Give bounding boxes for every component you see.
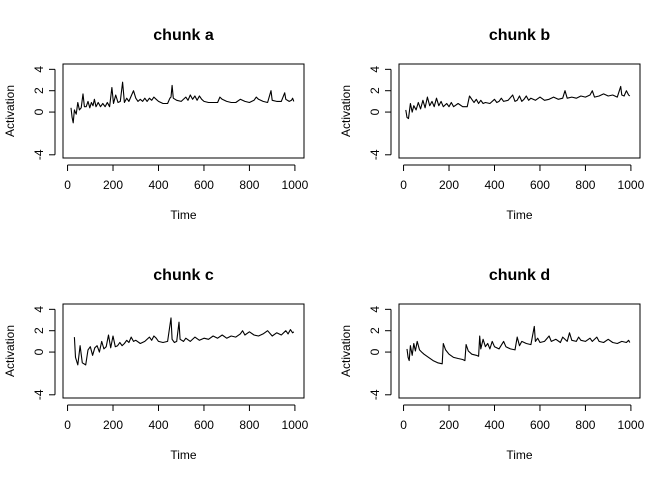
y-axis: -4 0 2 4 <box>32 306 56 400</box>
x-tick-label: 600 <box>530 178 550 192</box>
y-tick-label: 2 <box>368 87 382 94</box>
x-axis: 0 200 400 600 800 1000 <box>64 164 309 192</box>
panel-title: chunk b <box>489 27 551 44</box>
x-tick-label: 0 <box>64 178 71 192</box>
y-axis: -4 0 2 4 <box>32 66 56 160</box>
x-tick-label: 400 <box>148 178 168 192</box>
x-tick-label: 0 <box>400 418 407 432</box>
plot-frame <box>62 303 305 399</box>
x-tick-label: 800 <box>239 178 259 192</box>
x-tick-label: 1000 <box>618 418 645 432</box>
y-tick-label: 0 <box>368 108 382 115</box>
y-axis-label: Activation <box>339 85 353 137</box>
y-axis: -4 0 2 4 <box>368 306 392 400</box>
x-tick-label: 600 <box>530 418 550 432</box>
panel-chunk-d: chunk d 0 200 400 600 800 1000 -4 0 2 4 Time Act… <box>339 267 645 462</box>
x-axis: 0 200 400 600 800 1000 <box>64 404 309 432</box>
y-tick-label: 2 <box>32 327 46 334</box>
x-tick-label: 200 <box>103 178 123 192</box>
x-tick-label: 800 <box>239 418 259 432</box>
x-axis-label: Time <box>506 208 533 222</box>
x-tick-label: 400 <box>484 178 504 192</box>
x-tick-label: 800 <box>575 178 595 192</box>
series-line <box>73 317 295 366</box>
x-tick-label: 400 <box>484 418 504 432</box>
x-tick-label: 600 <box>194 178 214 192</box>
y-tick-label: 0 <box>32 108 46 115</box>
y-axis-label: Activation <box>339 325 353 377</box>
x-tick-label: 1000 <box>282 178 309 192</box>
x-tick-label: 600 <box>194 418 214 432</box>
x-tick-label: 0 <box>64 418 71 432</box>
x-tick-label: 0 <box>400 178 407 192</box>
x-axis-label: Time <box>170 208 197 222</box>
x-tick-label: 200 <box>439 178 459 192</box>
y-axis-label: Activation <box>3 85 17 137</box>
panel-title: chunk c <box>153 267 214 284</box>
x-tick-label: 200 <box>439 418 459 432</box>
plot-frame <box>62 63 305 159</box>
y-tick-label: 4 <box>32 306 46 313</box>
series-line <box>406 325 631 365</box>
x-tick-label: 400 <box>148 418 168 432</box>
y-tick-label: -4 <box>368 149 382 160</box>
panel-title: chunk d <box>489 267 550 284</box>
series-line <box>70 81 295 124</box>
plot-frame <box>398 303 641 399</box>
panel-title: chunk a <box>153 27 214 44</box>
x-axis-label: Time <box>506 448 533 462</box>
y-tick-label: -4 <box>368 389 382 400</box>
x-tick-label: 1000 <box>618 178 645 192</box>
plot-frame <box>398 63 641 159</box>
series-line <box>405 85 631 120</box>
y-tick-label: 4 <box>368 66 382 73</box>
x-axis-label: Time <box>170 448 197 462</box>
y-tick-label: 0 <box>368 348 382 355</box>
panel-chunk-b: chunk b 0 200 400 600 800 1000 -4 0 2 4 Time Act… <box>339 27 645 222</box>
y-tick-label: 4 <box>32 66 46 73</box>
panel-chunk-c: chunk c 0 200 400 600 800 1000 -4 0 2 4 Time Act… <box>3 267 309 462</box>
y-tick-label: 2 <box>368 327 382 334</box>
y-tick-label: -4 <box>32 149 46 160</box>
x-axis: 0 200 400 600 800 1000 <box>400 404 645 432</box>
x-tick-label: 1000 <box>282 418 309 432</box>
x-tick-label: 200 <box>103 418 123 432</box>
panel-chunk-a: chunk a 0 200 400 600 800 1000 -4 0 2 4 Time Act… <box>3 27 309 222</box>
x-tick-label: 800 <box>575 418 595 432</box>
y-tick-label: -4 <box>32 389 46 400</box>
y-axis: -4 0 2 4 <box>368 66 392 160</box>
y-axis-label: Activation <box>3 325 17 377</box>
x-axis: 0 200 400 600 800 1000 <box>400 164 645 192</box>
y-tick-label: 2 <box>32 87 46 94</box>
y-tick-label: 0 <box>32 348 46 355</box>
y-tick-label: 4 <box>368 306 382 313</box>
